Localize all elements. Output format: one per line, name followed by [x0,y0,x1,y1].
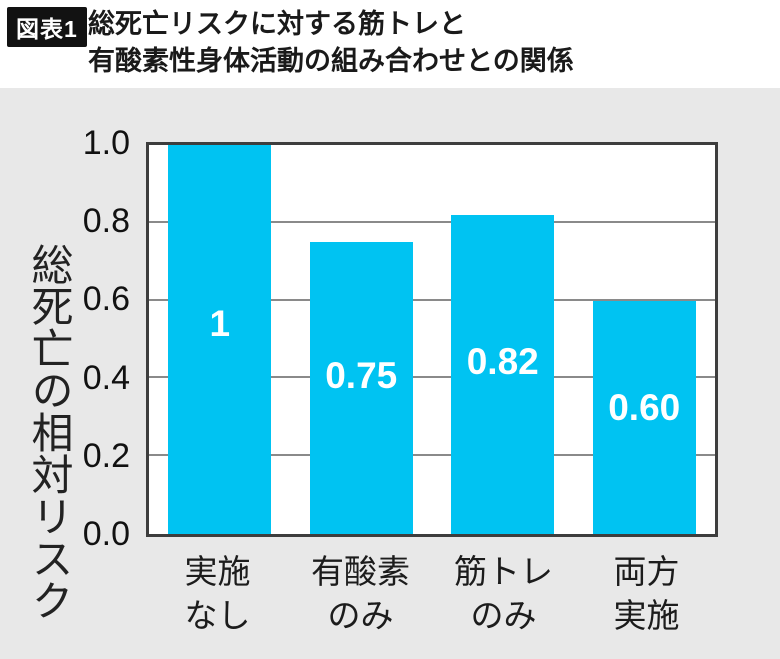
x-axis-labels: 実施 なし 有酸素 のみ 筋トレ のみ 両方 実施 [146,550,718,638]
x-label-2: 有酸素 のみ [311,553,410,634]
bar-3: 0.82 [451,215,555,534]
y-tick-1.0: 1.0 [82,124,130,163]
plot-area: 1 0.75 0.82 0.60 [146,142,718,537]
gridline-0.6 [149,298,715,301]
y-tick-0.6: 0.6 [82,280,130,319]
bar-value-label: 0.60 [608,386,681,428]
chart-title: 総死亡リスクに対する筋トレと 有酸素性身体活動の組み合わせとの関係 [88,6,574,80]
y-tick-0.2: 0.2 [82,436,130,475]
x-label-4: 両方 実施 [613,553,680,634]
bar-value-label: 0.75 [325,355,398,397]
bar-1: 1 [168,145,272,534]
gridline-0.8 [149,220,715,223]
y-tick-0.8: 0.8 [82,202,130,241]
chart-title-line1: 総死亡リスクに対する筋トレと [88,9,466,39]
bar-2: 0.75 [309,242,413,534]
bar-value-label: 0.82 [466,340,539,382]
chart-title-line2: 有酸素性身体活動の組み合わせとの関係 [88,46,574,76]
gridline-0.4 [149,376,715,379]
gridline-0.2 [149,454,715,457]
y-axis-tick-labels: 1.0 0.8 0.6 0.4 0.2 0.0 [0,124,136,553]
bar-4: 0.60 [592,300,696,534]
bars-container: 1 0.75 0.82 0.60 [149,145,715,534]
y-axis-title: 総死亡の相対リスク [26,243,73,621]
chart-panel: 総死亡の相対リスク 1.0 0.8 0.6 0.4 0.2 0.0 1 0.75 0.82 0.… [0,88,780,659]
figure-number-badge: 図表1 [7,7,87,47]
x-label-1: 実施 なし [184,553,251,634]
x-label-3: 筋トレ のみ [454,553,553,634]
y-tick-0.4: 0.4 [82,358,130,397]
y-tick-0.0: 0.0 [82,515,130,554]
chart-header: 図表1 総死亡リスクに対する筋トレと 有酸素性身体活動の組み合わせとの関係 [0,0,780,88]
bar-value-label: 1 [209,302,231,344]
